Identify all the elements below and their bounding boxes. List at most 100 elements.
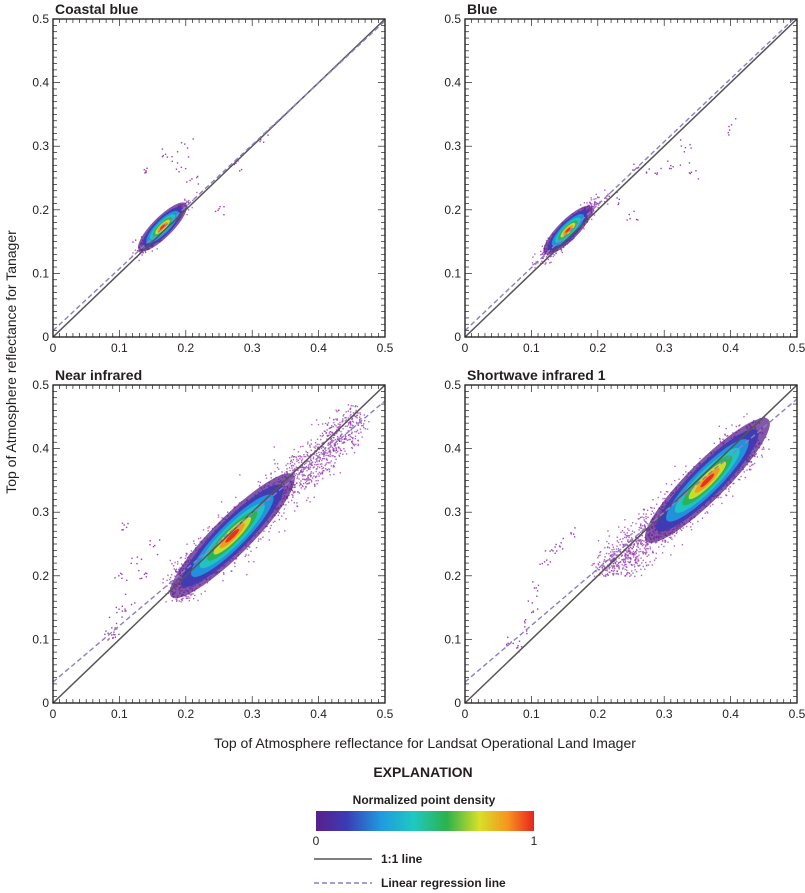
scatter-point	[278, 531, 280, 533]
scatter-point	[537, 262, 539, 264]
scatter-point	[126, 579, 128, 582]
x-tick-label: 0.5	[789, 707, 805, 721]
scatter-point	[319, 458, 321, 460]
x-tick-label: 0.3	[244, 341, 261, 355]
scatter-point	[591, 206, 593, 208]
scatter-point	[289, 469, 291, 472]
scatter-point	[127, 522, 129, 525]
scatter-point	[144, 251, 147, 254]
scatter-point	[344, 438, 346, 440]
scatter-point	[293, 483, 295, 486]
scatter-point	[121, 610, 124, 612]
scatter-point	[597, 539, 600, 542]
scatter-point	[336, 436, 339, 438]
scatter-point	[364, 428, 367, 430]
scatter-point	[339, 472, 342, 474]
scatter-point	[593, 203, 595, 206]
scatter-point	[283, 508, 286, 510]
scatter-point	[654, 172, 656, 174]
scatter-point	[180, 563, 183, 565]
scatter-point	[184, 143, 186, 145]
scatter-point	[317, 479, 319, 482]
scatter-point	[322, 434, 325, 437]
scatter-point	[632, 169, 634, 171]
scatter-point	[114, 636, 117, 638]
scatter-point	[349, 426, 351, 429]
scatter-point	[315, 470, 317, 473]
scatter-point	[636, 555, 639, 558]
scatter-point	[296, 505, 298, 507]
scatter-point	[309, 475, 312, 478]
scatter-point	[320, 459, 323, 462]
scatter-point	[647, 516, 649, 518]
x-tick-label: 0.2	[589, 341, 606, 355]
scatter-point	[267, 134, 269, 136]
x-tick-label: 0.3	[656, 341, 673, 355]
scatter-point	[544, 263, 546, 265]
scatter-point	[166, 585, 168, 587]
scatter-point	[306, 452, 309, 454]
scatter-point	[359, 428, 362, 430]
scatter-point	[140, 236, 143, 238]
scatter-point	[323, 453, 326, 455]
scatter-point	[349, 420, 352, 423]
scatter-point	[670, 167, 672, 170]
scatter-point	[278, 518, 281, 521]
scatter-point	[547, 258, 550, 261]
scatter-point	[184, 595, 186, 597]
scatter-point	[190, 550, 193, 552]
scatter-point	[145, 170, 147, 172]
scatter-point	[329, 443, 331, 445]
scatter-point	[292, 465, 295, 467]
scatter-point	[299, 458, 301, 460]
scatter-point	[334, 444, 337, 446]
scatter-point	[246, 573, 248, 576]
scatter-point	[152, 545, 155, 548]
scatter-point	[552, 253, 554, 255]
scatter-point	[307, 441, 309, 443]
scatter-point	[161, 155, 164, 158]
scatter-point	[184, 199, 186, 201]
scatter-point	[324, 447, 326, 449]
scatter-point	[291, 469, 294, 471]
scatter-point	[192, 199, 194, 202]
scatter-point	[138, 259, 140, 262]
scatter-point	[175, 568, 178, 570]
scatter-point	[359, 412, 361, 414]
scatter-point	[348, 438, 350, 441]
scatter-point	[352, 421, 355, 423]
scatter-point	[293, 484, 296, 487]
panels: 0 0.1 0.2 0.3 0.4 0.5 0 0.1 0.2 0.3 0.4 0.5 Coastal …	[32, 1, 805, 721]
scatter-point	[351, 446, 353, 449]
scatter-point	[596, 202, 599, 205]
scatter-point	[357, 432, 360, 434]
scatter-point	[752, 463, 754, 466]
scatter-point	[652, 499, 654, 501]
scatter-point	[590, 197, 592, 199]
x-tick-label: 0.2	[589, 707, 606, 721]
scatter-point	[190, 594, 192, 596]
scatter-point	[121, 616, 123, 618]
scatter-point	[353, 444, 355, 447]
scatter-point	[253, 560, 255, 563]
y-tick-label: 0.1	[444, 266, 461, 280]
scatter-point	[309, 446, 311, 448]
scatter-point	[145, 576, 148, 578]
scatter-point	[314, 464, 316, 466]
scatter-point	[185, 552, 187, 555]
scatter-point	[144, 250, 146, 252]
scatter-point	[760, 454, 763, 456]
scatter-point	[315, 464, 318, 466]
scatter-point	[593, 214, 596, 216]
scatter-point	[621, 530, 624, 532]
scatter-point	[761, 448, 763, 450]
scatter-point	[617, 202, 620, 204]
scatter-point	[333, 449, 335, 451]
scatter-point	[293, 501, 296, 504]
scatter-point	[281, 515, 283, 517]
scatter-point	[325, 463, 327, 465]
scatter-point	[645, 561, 647, 564]
scatter-point	[108, 638, 110, 640]
scatter-point	[184, 198, 186, 201]
scatter-point	[324, 447, 327, 449]
